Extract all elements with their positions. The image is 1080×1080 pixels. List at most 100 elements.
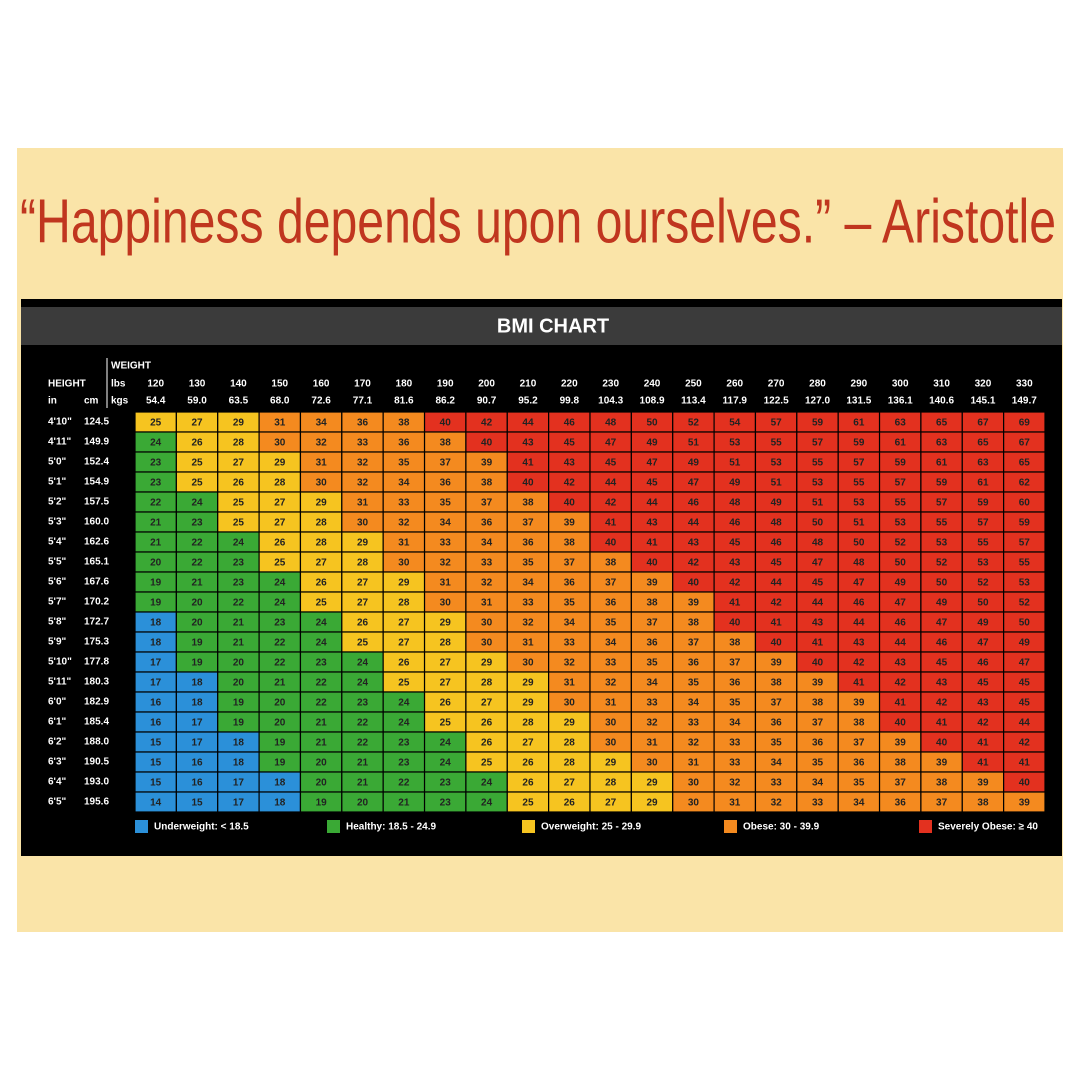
bmi-value: 61: [853, 418, 865, 429]
bmi-value: 40: [771, 638, 783, 649]
bmi-value: 22: [274, 638, 286, 649]
bmi-value: 36: [440, 478, 452, 489]
bmi-value: 39: [895, 738, 907, 749]
bmi-value: 44: [812, 598, 824, 609]
height-cm: 188.0: [84, 737, 109, 748]
bmi-value: 33: [564, 638, 576, 649]
bmi-value: 45: [812, 578, 824, 589]
bmi-cell: [1003, 791, 1046, 813]
bmi-value: 22: [316, 678, 328, 689]
bmi-value: 23: [357, 698, 369, 709]
bmi-value: 28: [522, 718, 534, 729]
bmi-value: 17: [191, 718, 203, 729]
bmi-value: 34: [440, 518, 452, 529]
bmi-value: 43: [688, 538, 700, 549]
kgs-header: 108.9: [640, 396, 665, 407]
bmi-value: 24: [398, 698, 410, 709]
bmi-value: 29: [564, 718, 576, 729]
bmi-value: 22: [191, 558, 203, 569]
bmi-value: 40: [812, 658, 824, 669]
bmi-value: 57: [936, 498, 948, 509]
bmi-value: 52: [1019, 598, 1031, 609]
bmi-value: 45: [1019, 678, 1031, 689]
lbs-header: 300: [892, 379, 909, 390]
bmi-value: 67: [1019, 438, 1031, 449]
bmi-value: 33: [729, 758, 741, 769]
bmi-value: 59: [812, 418, 824, 429]
bmi-value: 43: [895, 658, 907, 669]
bmi-value: 37: [936, 798, 948, 809]
bmi-value: 29: [605, 758, 617, 769]
bmi-value: 57: [895, 478, 907, 489]
bmi-value: 27: [440, 678, 452, 689]
bmi-value: 18: [191, 678, 203, 689]
bmi-value: 21: [150, 518, 162, 529]
height-cm: 175.3: [84, 637, 109, 648]
bmi-value: 17: [191, 738, 203, 749]
bmi-value: 32: [440, 558, 452, 569]
bmi-value: 24: [274, 598, 286, 609]
bmi-value: 25: [357, 638, 369, 649]
bmi-value: 46: [771, 538, 783, 549]
bmi-value: 42: [771, 598, 783, 609]
bmi-value: 31: [688, 758, 700, 769]
bmi-value: 25: [191, 458, 203, 469]
bmi-value: 37: [646, 618, 658, 629]
bmi-value: 15: [150, 758, 162, 769]
height-cm: 185.4: [84, 717, 109, 728]
bmi-value: 34: [522, 578, 534, 589]
bmi-value: 26: [191, 438, 203, 449]
bmi-value: 52: [977, 578, 989, 589]
bmi-value: 35: [440, 498, 452, 509]
bmi-value: 19: [233, 718, 245, 729]
bmi-value: 33: [605, 658, 617, 669]
bmi-value: 47: [646, 458, 658, 469]
bmi-value: 23: [440, 778, 452, 789]
bmi-value: 38: [522, 498, 534, 509]
bmi-value: 23: [316, 658, 328, 669]
bmi-value: 45: [564, 438, 576, 449]
bmi-value: 35: [688, 678, 700, 689]
bmi-value: 26: [233, 478, 245, 489]
bmi-value: 44: [1019, 718, 1031, 729]
lbs-header: 130: [189, 379, 206, 390]
bmi-value: 32: [357, 478, 369, 489]
bmi-value: 26: [481, 738, 493, 749]
bmi-value: 19: [274, 758, 286, 769]
bmi-value: 33: [812, 798, 824, 809]
bmi-value: 41: [812, 638, 824, 649]
bmi-value: 42: [977, 718, 989, 729]
bmi-value: 49: [688, 458, 700, 469]
bmi-value: 34: [481, 538, 493, 549]
legend-swatch: [327, 820, 340, 833]
bmi-value: 40: [729, 618, 741, 629]
bmi-value: 31: [440, 578, 452, 589]
bmi-value: 46: [936, 638, 948, 649]
bmi-value: 51: [812, 498, 824, 509]
bmi-value: 27: [481, 698, 493, 709]
bmi-value: 28: [564, 758, 576, 769]
bmi-value: 39: [977, 778, 989, 789]
bmi-value: 29: [233, 418, 245, 429]
bmi-value: 47: [977, 638, 989, 649]
bmi-value: 34: [646, 678, 658, 689]
bmi-value: 33: [729, 738, 741, 749]
bmi-value: 35: [812, 758, 824, 769]
bmi-value: 31: [316, 458, 328, 469]
bmi-value: 28: [605, 778, 617, 789]
bmi-value: 53: [771, 458, 783, 469]
bmi-value: 33: [357, 438, 369, 449]
bmi-value: 34: [729, 718, 741, 729]
bmi-value: 51: [771, 478, 783, 489]
bmi-value: 34: [398, 478, 410, 489]
lbs-header: 270: [768, 379, 785, 390]
bmi-value: 47: [688, 478, 700, 489]
bmi-value: 32: [646, 718, 658, 729]
bmi-value: 29: [646, 778, 658, 789]
bmi-value: 24: [191, 498, 203, 509]
height-label: HEIGHT: [48, 379, 86, 390]
bmi-value: 67: [977, 418, 989, 429]
bmi-value: 48: [853, 558, 865, 569]
bmi-value: 25: [233, 498, 245, 509]
bmi-value: 29: [481, 658, 493, 669]
